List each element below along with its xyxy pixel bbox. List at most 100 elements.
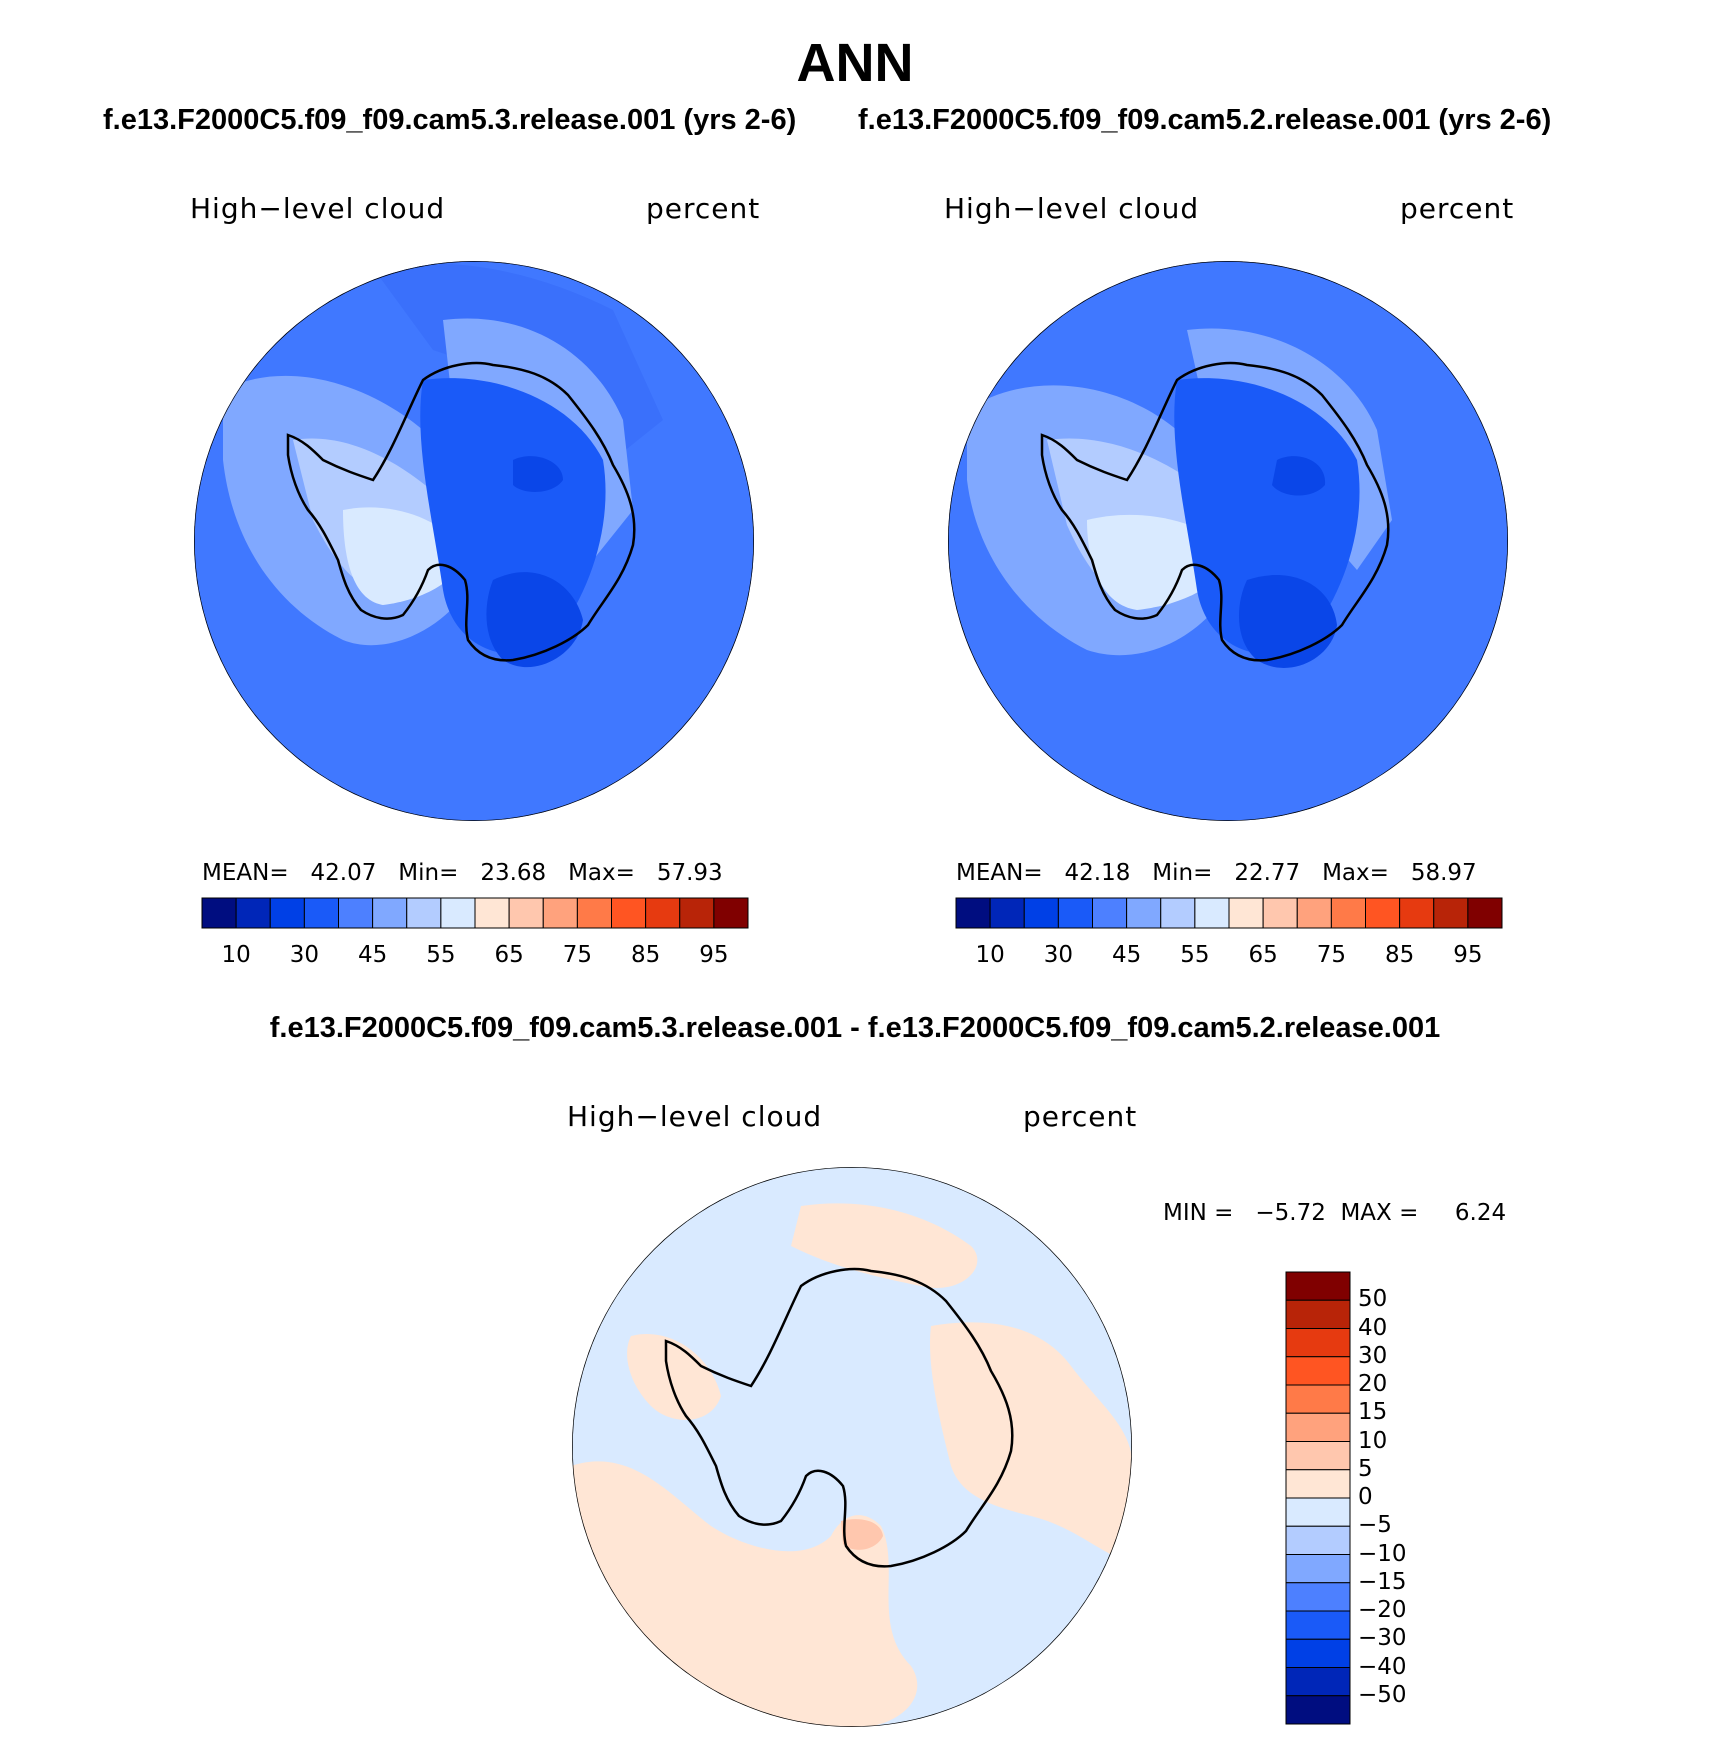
panel3-colorbar-swatch xyxy=(1285,1525,1351,1555)
panel2-colorbar-swatch xyxy=(1057,897,1093,929)
panel3-positive-peak xyxy=(841,1519,883,1550)
panel2-colorbar-swatch xyxy=(1126,897,1162,929)
panel3-colorbar-tick-label: 20 xyxy=(1358,1371,1388,1397)
panel2-coastline xyxy=(1040,361,1390,662)
panel2-stats: MEAN= 42.18 Min= 22.77 Max= 58.97 xyxy=(956,860,1477,886)
panel3-colorbar-swatch xyxy=(1285,1610,1351,1640)
panel1-colorbar-swatch xyxy=(372,897,408,929)
panel1-colorbar-swatch xyxy=(508,897,544,929)
panel3-colorbar-swatch xyxy=(1285,1441,1351,1471)
panel3-colorbar-tick-label: 0 xyxy=(1358,1484,1373,1510)
panel3-colorbar-swatch xyxy=(1285,1384,1351,1414)
panel2-colorbar-tick-label: 85 xyxy=(1384,942,1415,968)
panel1-colorbar xyxy=(201,897,749,929)
panel3-colorbar-tick-label: −40 xyxy=(1358,1653,1407,1680)
panel2-colorbar-swatch xyxy=(1399,897,1435,929)
panel1-colorbar-swatch xyxy=(338,897,374,929)
panel3-colorbar-swatch xyxy=(1285,1667,1351,1697)
panel2-colorbar-swatch xyxy=(1092,897,1128,929)
panel1-colorbar-swatch xyxy=(201,897,237,929)
panel2-colorbar-swatch xyxy=(1262,897,1298,929)
panel3-colorbar-tick-label: −20 xyxy=(1358,1597,1407,1623)
panel3-colorbar-tick-label: 30 xyxy=(1358,1342,1388,1369)
panel1-colorbar-swatch xyxy=(303,897,339,929)
panel3-colorbar-tick-label: −30 xyxy=(1358,1625,1407,1652)
panel2-units-label: percent xyxy=(1400,192,1515,225)
panel2-colorbar-tick-label: 75 xyxy=(1316,942,1347,968)
panel1-colorbar-swatch xyxy=(269,897,305,929)
panel2-colorbar-tick-label: 95 xyxy=(1453,942,1483,968)
panel3-colorbar-swatch xyxy=(1285,1299,1351,1329)
panel3-colorbar-swatch xyxy=(1285,1271,1351,1301)
panel3-coastline xyxy=(664,1267,1014,1568)
panel1-colorbar-swatch xyxy=(679,897,715,929)
panel3-colorbar-swatch xyxy=(1285,1554,1351,1584)
panel1-colorbar-tick-label: 95 xyxy=(699,942,729,968)
panel1-colorbar-swatch xyxy=(235,897,271,929)
panel3-positive-region-west xyxy=(627,1334,721,1420)
panel1-colorbar-swatch xyxy=(474,897,510,929)
panel1-colorbar-swatch xyxy=(713,897,749,929)
panel1-units-label: percent xyxy=(646,192,761,225)
panel2-colorbar-swatch xyxy=(1228,897,1264,929)
panel2-colorbar-swatch xyxy=(955,897,991,929)
panel2-colorbar-swatch xyxy=(1467,897,1503,929)
panel3-difference-map xyxy=(572,1167,1132,1727)
panel3-variable-label: High−level cloud xyxy=(567,1100,823,1133)
panel2-colorbar-tick-label: 65 xyxy=(1248,942,1278,968)
panel1-colorbar-tick-label: 30 xyxy=(289,942,320,968)
panel3-colorbar-swatch xyxy=(1285,1356,1351,1386)
panel3-colorbar-tick-label: −5 xyxy=(1358,1512,1392,1539)
panel3-colorbar-swatch xyxy=(1285,1695,1351,1725)
panel2-interior-darker2 xyxy=(1272,456,1326,496)
panel3-positive-region-east xyxy=(930,1322,1132,1566)
panel1-colorbar-swatch xyxy=(576,897,612,929)
panel2-polar-map xyxy=(948,261,1508,821)
panel1-colorbar-swatch xyxy=(440,897,476,929)
panel2-colorbar-tick-label: 10 xyxy=(975,942,1005,968)
panel1-interior-darker2 xyxy=(513,456,563,492)
panel3-colorbar-swatch xyxy=(1285,1469,1351,1499)
panel2-colorbar-swatch xyxy=(1330,897,1366,929)
panel1-colorbar-tick-label: 55 xyxy=(426,942,456,968)
panel2-colorbar-swatch xyxy=(1296,897,1332,929)
panel2-colorbar-swatch xyxy=(1433,897,1469,929)
panel1-cloud-lightest xyxy=(343,507,463,605)
panel3-colorbar-tick-label: 50 xyxy=(1358,1286,1388,1313)
panel3-colorbar-swatch xyxy=(1285,1412,1351,1442)
panel3-positive-region-north xyxy=(791,1203,978,1288)
panel1-polar-map xyxy=(194,261,754,821)
panel3-colorbar-tick-label: −15 xyxy=(1358,1568,1407,1595)
panel2-colorbar-swatch xyxy=(1023,897,1059,929)
panel2-colorbar-tick-label: 55 xyxy=(1180,942,1210,968)
panel1-colorbar-tick-label: 85 xyxy=(630,942,661,968)
panel3-colorbar-tick-label: −10 xyxy=(1358,1540,1407,1567)
panel2-colorbar-swatch xyxy=(989,897,1025,929)
panel3-colorbar-tick-label: 10 xyxy=(1358,1427,1388,1454)
panel1-colorbar-tick-label: 45 xyxy=(357,942,388,968)
panel3-colorbar-tick-label: 15 xyxy=(1358,1399,1388,1426)
panel1-stats: MEAN= 42.07 Min= 23.68 Max= 57.93 xyxy=(202,860,723,886)
panel2-colorbar-swatch xyxy=(1365,897,1401,929)
panel3-stats: MIN = −5.72 MAX = 6.24 xyxy=(1163,1200,1507,1226)
panel1-colorbar-swatch xyxy=(542,897,578,929)
panel2-variable-label: High−level cloud xyxy=(944,192,1200,225)
panel3-colorbar-swatch xyxy=(1285,1497,1351,1527)
difference-title: f.e13.F2000C5.f09_f09.cam5.3.release.001… xyxy=(269,1012,1441,1044)
panel1-colorbar-swatch xyxy=(645,897,681,929)
panel1-colorbar-tick-label: 65 xyxy=(494,942,524,968)
panel3-colorbar-swatch xyxy=(1285,1328,1351,1358)
panel2-colorbar-tick-label: 45 xyxy=(1111,942,1142,968)
panel1-colorbar-swatch xyxy=(406,897,442,929)
panel1-coastline xyxy=(286,361,636,662)
panel2-colorbar-tick-label: 30 xyxy=(1043,942,1074,968)
panel3-colorbar-tick-label: −50 xyxy=(1358,1681,1407,1708)
panel1-colorbar-swatch xyxy=(611,897,647,929)
panel3-units-label: percent xyxy=(1023,1100,1138,1133)
panel3-colorbar-tick-label: 40 xyxy=(1358,1314,1388,1341)
panel1-interior-darker xyxy=(486,572,583,668)
panel1-colorbar-tick-label: 75 xyxy=(562,942,593,968)
panel3-colorbar-tick-label: 5 xyxy=(1358,1455,1373,1482)
panel1-colorbar-tick-label: 10 xyxy=(221,942,251,968)
control-case-title: f.e13.F2000C5.f09_f09.cam5.2.release.001… xyxy=(858,104,1552,136)
